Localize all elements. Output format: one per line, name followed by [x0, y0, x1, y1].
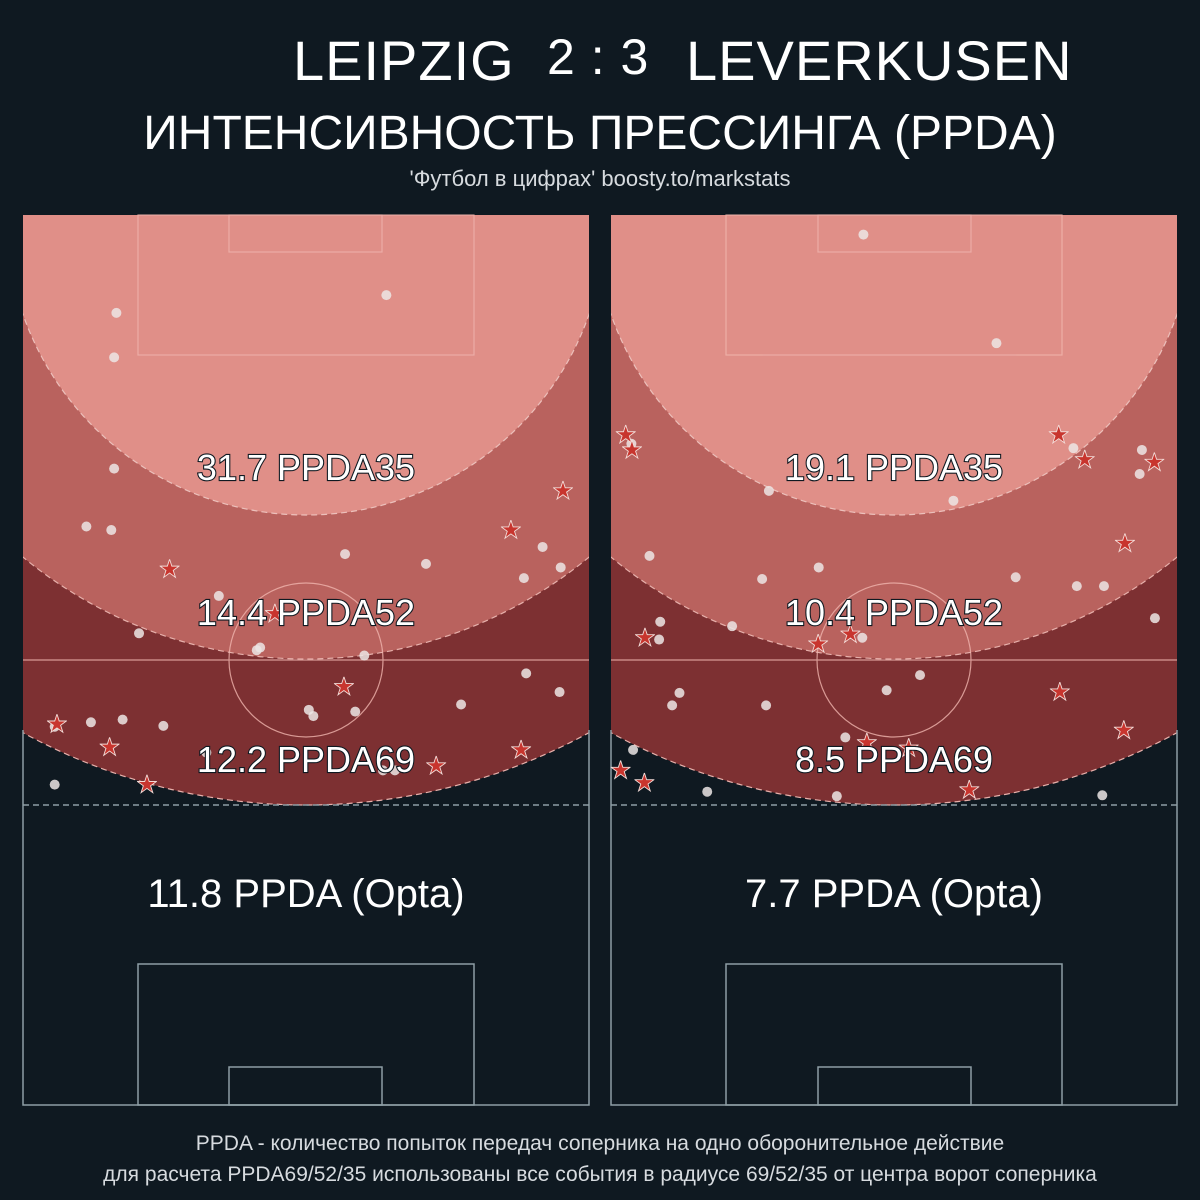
center-circle-leverkusen: [816, 582, 972, 738]
pass-point: [518, 573, 529, 584]
ppda52-label-leverkusen: 10.4 PPDA52: [785, 592, 1003, 633]
pass-point: [555, 562, 566, 573]
pitch-lines-bottom-leipzig: [22, 730, 590, 1106]
home-team-name: LEIPZIG: [293, 29, 515, 92]
pass-point: [761, 700, 772, 711]
pass-point: [111, 307, 122, 318]
match-score: 2 : 3: [547, 29, 650, 85]
penalty-area-bottom-leverkusen: [725, 963, 1063, 1106]
pass-point: [1149, 613, 1160, 624]
pass-point: [158, 720, 169, 731]
pass-point: [763, 485, 774, 496]
pass-point: [49, 779, 60, 790]
pass-point: [81, 521, 92, 532]
pass-point: [1136, 444, 1147, 455]
pass-point: [359, 650, 370, 661]
pass-point: [1134, 468, 1145, 479]
footnote-line-2: для расчета PPDA69/52/35 использованы вс…: [103, 1163, 1097, 1186]
zone-35-leipzig: [23, 215, 589, 516]
zone-35-leverkusen: [611, 215, 1177, 516]
pass-point: [948, 495, 959, 506]
pass-point: [702, 786, 713, 797]
pitch-leipzig: 31.7 PPDA35 14.4 PPDA52 12.2 PPDA69 11.8…: [22, 214, 590, 1106]
pass-point: [1010, 572, 1021, 583]
goal-area-top-leverkusen: [817, 214, 972, 253]
pass-point: [1068, 443, 1079, 454]
pass-point: [201, 747, 212, 758]
pass-point: [644, 550, 655, 561]
center-circle-leipzig: [228, 582, 384, 738]
pass-point: [340, 549, 351, 560]
pass-point: [1071, 581, 1082, 592]
pass-point: [674, 687, 685, 698]
pitch-leverkusen: 19.1 PPDA35 10.4 PPDA52 8.5 PPDA69 7.7 P…: [610, 214, 1178, 1106]
ppda69-label-leverkusen: 8.5 PPDA69: [795, 739, 993, 780]
goal-area-top-leipzig: [228, 214, 383, 253]
pass-point: [109, 352, 120, 363]
pitch-lines-bottom-leverkusen: [610, 730, 1178, 1106]
penalty-area-bottom-leipzig: [137, 963, 475, 1106]
chart-subtitle: ИНТЕНСИВНОСТЬ ПРЕССИНГА (PPDA): [143, 107, 1057, 160]
footnote-line-1: PPDA - количество попыток передач соперн…: [195, 1132, 1005, 1155]
pass-point: [537, 541, 548, 552]
zones-leverkusen: [611, 215, 1177, 806]
opta-label-leverkusen: 7.7 PPDA (Opta): [745, 872, 1043, 916]
pass-point: [628, 744, 639, 755]
pass-point: [667, 700, 678, 711]
zones-leipzig: [23, 215, 589, 806]
pass-point: [654, 634, 665, 645]
pass-point: [303, 704, 314, 715]
pass-point: [991, 338, 1002, 349]
defensive-action-star: [635, 773, 654, 791]
pass-point: [117, 714, 128, 725]
marks-leverkusen: [611, 229, 1164, 802]
pass-point: [857, 632, 868, 643]
pass-point: [1098, 581, 1109, 592]
pass-point: [213, 590, 224, 601]
pitch-lines-top-leipzig: [23, 214, 589, 738]
pass-point: [85, 717, 96, 728]
pass-point: [727, 621, 738, 632]
pass-point: [757, 574, 768, 585]
opta-label-leipzig: 11.8 PPDA (Opta): [147, 872, 464, 916]
credit-link[interactable]: 'Футбол в цифрах' boosty.to/markstats: [409, 166, 791, 191]
goal-area-bottom-leipzig: [228, 1066, 383, 1106]
pass-point: [420, 558, 431, 569]
goal-area-bottom-leverkusen: [817, 1066, 972, 1106]
ppda35-label-leverkusen: 19.1 PPDA35: [785, 447, 1003, 488]
pass-point: [389, 765, 400, 776]
ppda52-label-leipzig: 14.4 PPDA52: [197, 592, 415, 633]
pass-point: [831, 791, 842, 802]
pass-point: [521, 668, 532, 679]
pass-point: [655, 616, 666, 627]
pass-point: [840, 732, 851, 743]
pass-point: [915, 670, 926, 681]
pass-point: [858, 229, 869, 240]
pass-point: [381, 290, 392, 301]
pass-point: [881, 685, 892, 696]
marks-leipzig: [47, 290, 572, 793]
pass-point: [251, 645, 262, 656]
away-team-name: LEVERKUSEN: [686, 29, 1073, 92]
pass-point: [813, 562, 824, 573]
pass-point: [1097, 790, 1108, 801]
pass-point: [134, 628, 145, 639]
footnote: PPDA - количество попыток передач соперн…: [0, 1128, 1200, 1190]
pass-point: [109, 463, 120, 474]
pass-point: [106, 525, 117, 536]
pass-point: [350, 706, 361, 717]
pass-point: [456, 699, 467, 710]
ppda69-label-leipzig: 12.2 PPDA69: [197, 739, 415, 780]
pitch-lines-top-leverkusen: [611, 214, 1177, 738]
pass-point: [377, 765, 388, 776]
ppda35-label-leipzig: 31.7 PPDA35: [197, 447, 415, 488]
defensive-action-star: [611, 760, 630, 778]
pass-point: [554, 687, 565, 698]
